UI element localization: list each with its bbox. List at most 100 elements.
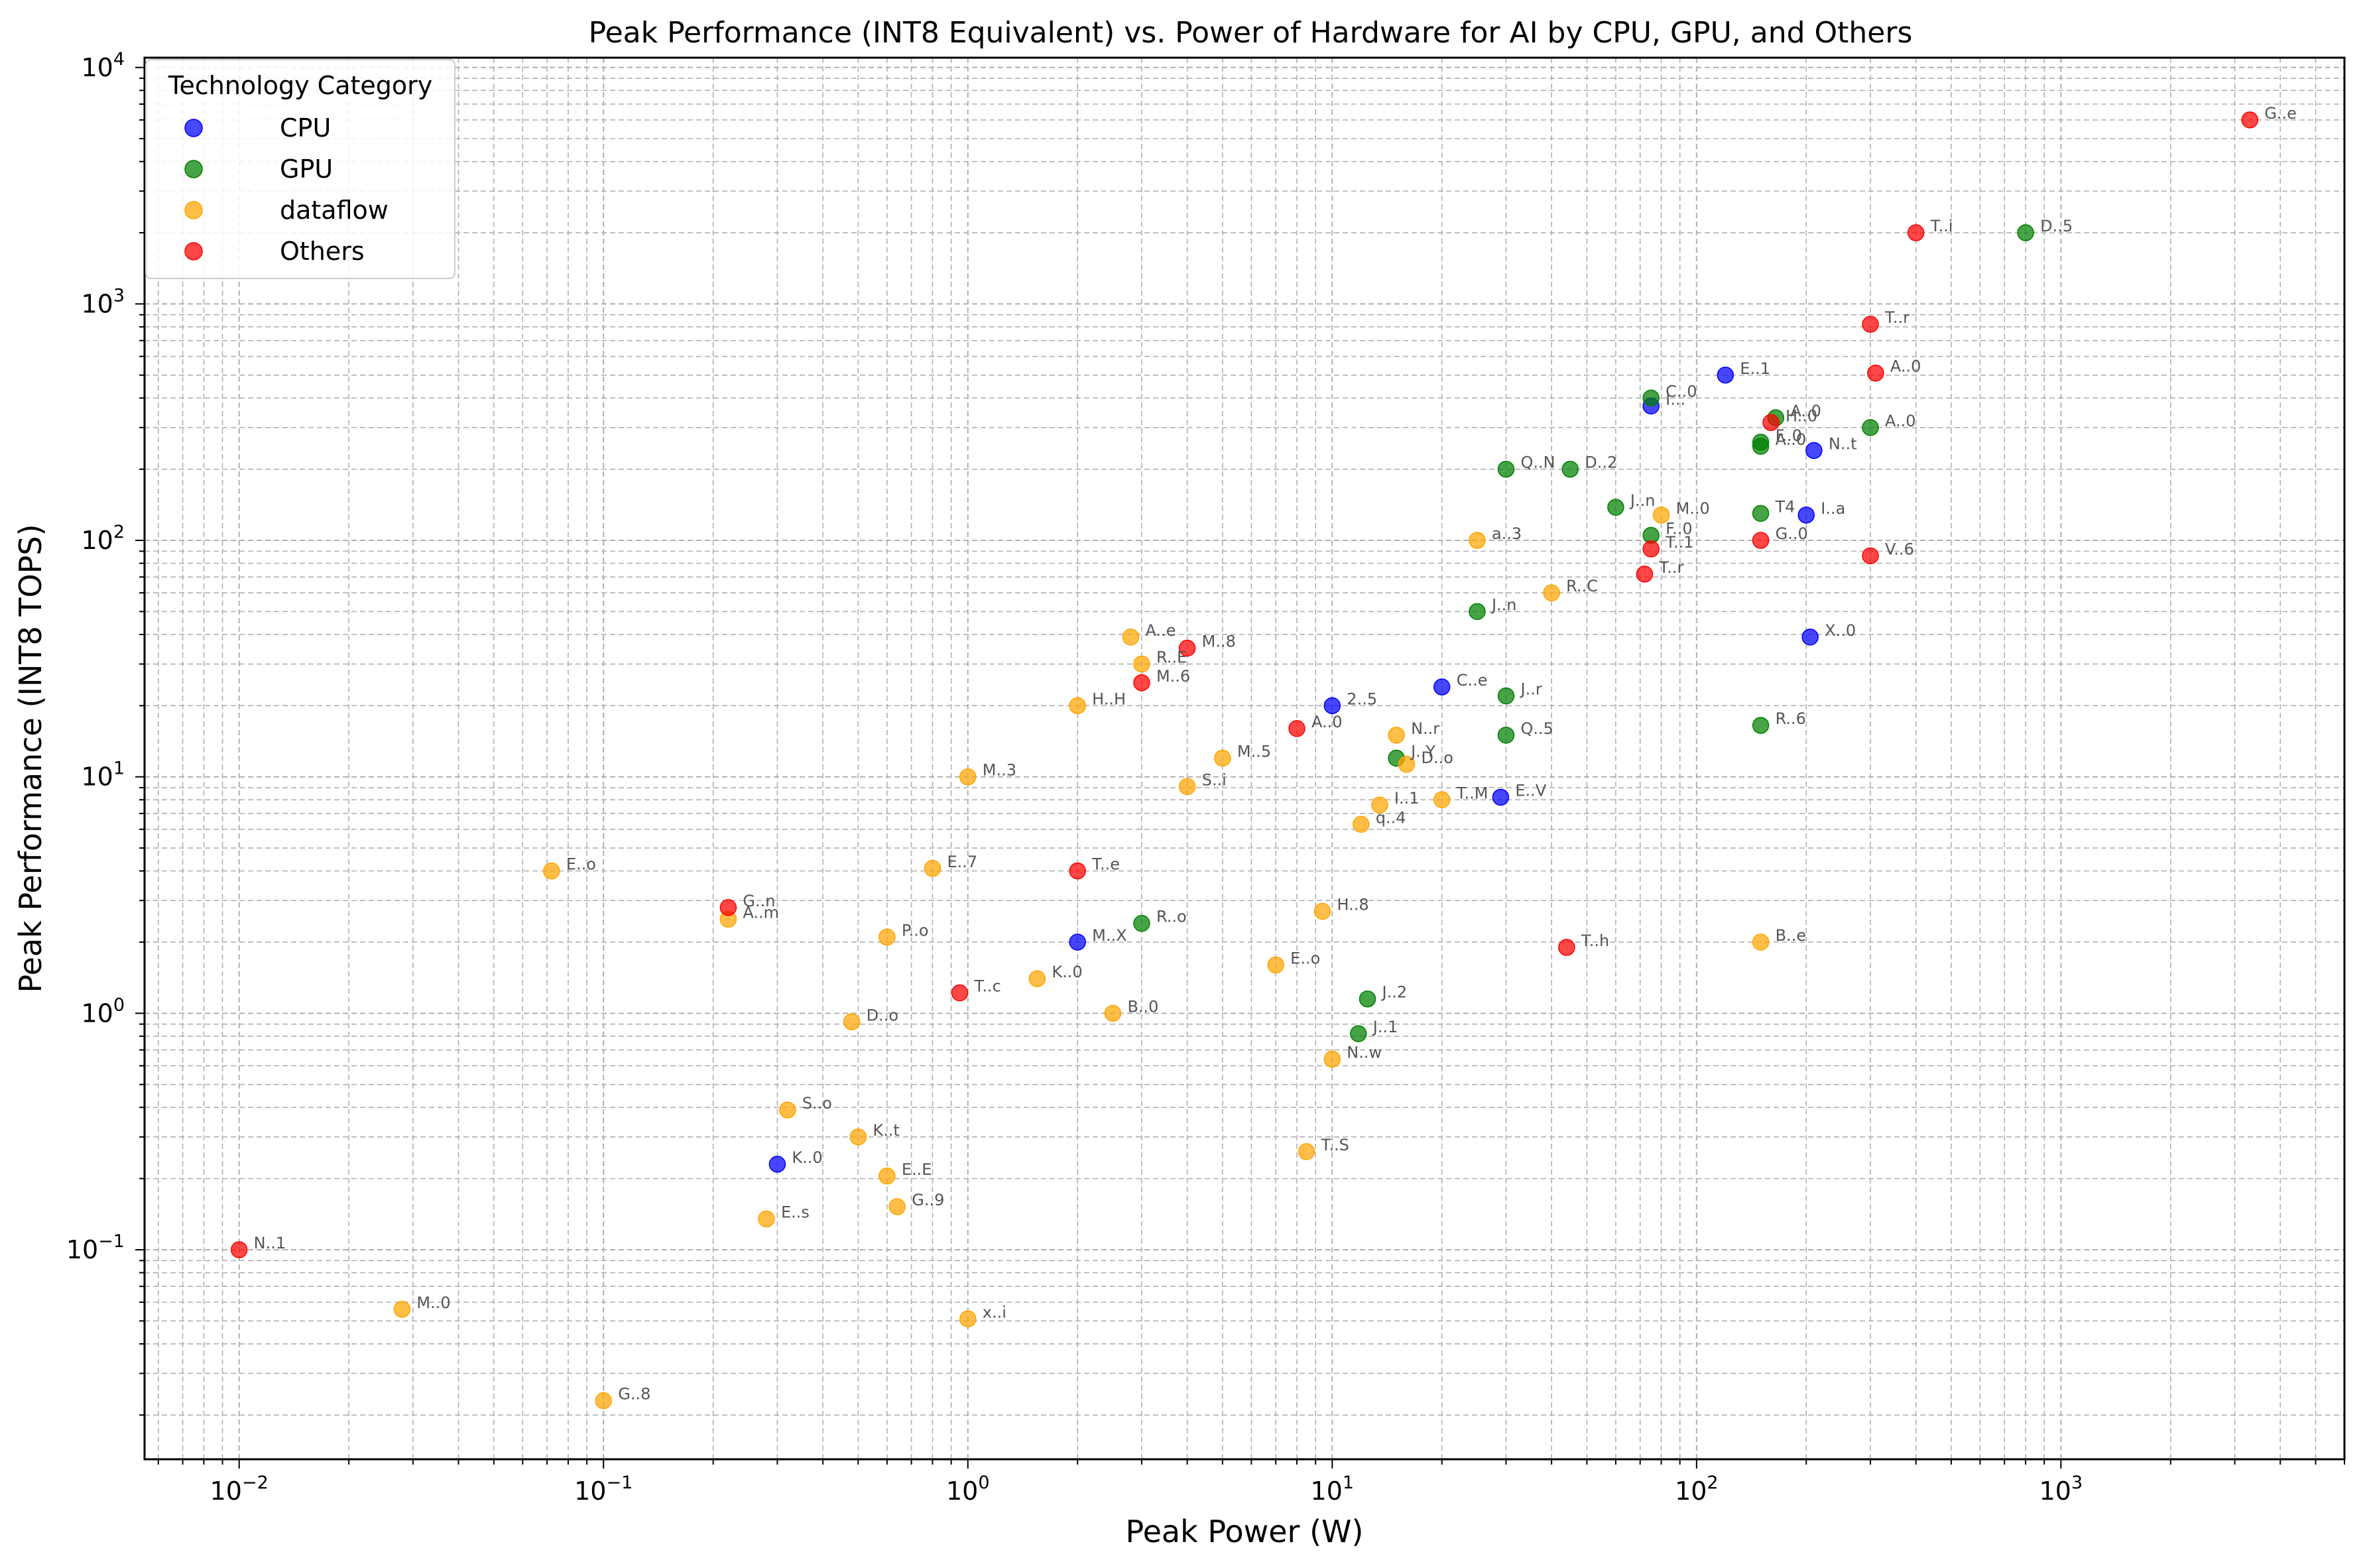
legend-title: Technology Category xyxy=(168,71,433,100)
data-point-dataflow xyxy=(1543,584,1560,601)
point-label: S..o xyxy=(802,1094,832,1113)
point-label: R..E xyxy=(1156,648,1187,667)
data-point-gpu xyxy=(1642,389,1660,407)
point-label: G..9 xyxy=(912,1191,944,1209)
data-point-dataflow xyxy=(393,1301,411,1318)
data-point-dataflow xyxy=(959,1310,977,1328)
point-label: R..C xyxy=(1566,577,1598,595)
data-point-dataflow xyxy=(1313,902,1331,920)
point-label: Q..N xyxy=(1520,453,1555,472)
data-point-gpu xyxy=(1607,499,1624,516)
legend-label-dataflow: dataflow xyxy=(280,196,389,225)
point-label: M..0 xyxy=(416,1294,450,1312)
x-tick-label: 103 xyxy=(2039,1473,2083,1506)
y-tick-label: 102 xyxy=(81,522,125,555)
data-point-gpu xyxy=(1497,460,1515,478)
point-label: q..4 xyxy=(1376,808,1406,827)
data-point-dataflow xyxy=(1323,1050,1341,1068)
point-label: D..2 xyxy=(1585,453,1617,472)
data-point-others xyxy=(1907,224,1925,241)
data-point-cpu xyxy=(1797,507,1815,524)
legend-label-others: Others xyxy=(280,237,365,266)
data-point-gpu xyxy=(1350,1025,1367,1042)
data-point-others xyxy=(1642,540,1660,558)
legend-marker-gpu xyxy=(184,160,203,178)
point-label: 2..5 xyxy=(1347,690,1377,708)
data-point-dataflow xyxy=(1298,1143,1315,1160)
point-label: T4 xyxy=(1775,497,1795,516)
data-point-dataflow xyxy=(1398,756,1416,773)
point-label: R..o xyxy=(1156,908,1187,926)
grid-lines xyxy=(145,58,2345,1459)
legend-marker-others xyxy=(184,242,203,261)
data-point-dataflow xyxy=(1433,791,1451,809)
x-tick-label: 102 xyxy=(1675,1473,1719,1506)
data-point-dataflow xyxy=(888,1198,906,1215)
point-label: T..c xyxy=(974,977,1001,996)
data-point-others xyxy=(1636,566,1654,583)
data-point-others xyxy=(1862,316,1879,333)
point-label: J..Y xyxy=(1410,742,1435,760)
x-tick-label: 10−1 xyxy=(574,1473,633,1506)
data-point-others xyxy=(2241,111,2259,129)
point-label: E..1 xyxy=(1740,359,1770,378)
data-point-others xyxy=(1867,364,1884,382)
point-label: K..0 xyxy=(1052,963,1082,981)
data-point-dataflow xyxy=(779,1101,796,1118)
point-label: T..r xyxy=(1884,308,1910,327)
point-label: M..5 xyxy=(1237,742,1271,760)
point-label: D..o xyxy=(1421,749,1453,767)
point-label: E..E xyxy=(902,1160,932,1179)
legend-marker-dataflow xyxy=(184,201,203,219)
point-label: A..0 xyxy=(1885,412,1916,430)
x-tick-label: 10−2 xyxy=(210,1473,269,1506)
data-point-gpu xyxy=(2017,224,2034,241)
point-label: F..0 xyxy=(1776,426,1802,445)
data-point-dataflow xyxy=(1371,796,1388,814)
point-label: N..w xyxy=(1347,1043,1382,1061)
data-point-dataflow xyxy=(959,768,977,786)
point-label: E..o xyxy=(1290,949,1320,968)
data-point-dataflow xyxy=(543,862,560,880)
data-point-cpu xyxy=(1717,367,1734,384)
point-label: I..1 xyxy=(1394,789,1420,808)
point-label: M..0 xyxy=(1676,499,1710,518)
legend: Technology Category CPU GPU dataflow Others xyxy=(145,59,455,279)
point-label: J..n xyxy=(1629,491,1656,510)
point-label: D..o xyxy=(867,1006,898,1024)
data-point-gpu xyxy=(1752,505,1770,522)
data-point-gpu xyxy=(1497,727,1515,744)
data-point-gpu xyxy=(1752,717,1770,734)
data-point-dataflow xyxy=(1214,749,1231,767)
data-point-others xyxy=(1178,639,1196,657)
point-label: H..0 xyxy=(1786,406,1817,425)
point-label: M..6 xyxy=(1156,667,1190,686)
point-label: D..5 xyxy=(2040,217,2073,235)
data-point-others xyxy=(1558,939,1575,956)
data-point-cpu xyxy=(1433,678,1451,695)
point-label: A..e xyxy=(1145,621,1176,640)
data-point-gpu xyxy=(1561,460,1579,478)
data-point-others xyxy=(951,984,969,1002)
data-point-dataflow xyxy=(1752,934,1770,951)
data-point-others xyxy=(230,1241,248,1258)
data-point-dataflow xyxy=(1388,727,1405,744)
data-point-cpu xyxy=(1069,934,1086,951)
point-label: I... xyxy=(1666,390,1685,408)
data-point-dataflow xyxy=(1652,507,1670,524)
point-label: M..3 xyxy=(983,761,1016,780)
data-point-others xyxy=(1288,720,1305,737)
point-label: a..3 xyxy=(1492,524,1522,543)
point-label: H..H xyxy=(1092,690,1126,708)
data-point-gpu xyxy=(1359,990,1376,1008)
point-label: F..0 xyxy=(1666,519,1692,538)
y-tick-label: 100 xyxy=(81,995,125,1028)
data-point-cpu xyxy=(1805,442,1823,459)
legend-box xyxy=(145,59,455,279)
data-point-gpu xyxy=(1133,914,1150,932)
data-point-cpu xyxy=(1492,788,1510,806)
point-label: T..M xyxy=(1456,784,1488,802)
y-axis-label: Peak Performance (INT8 TOPS) xyxy=(13,524,48,993)
data-point-dataflow xyxy=(879,928,896,946)
point-label: x..i xyxy=(983,1303,1006,1321)
